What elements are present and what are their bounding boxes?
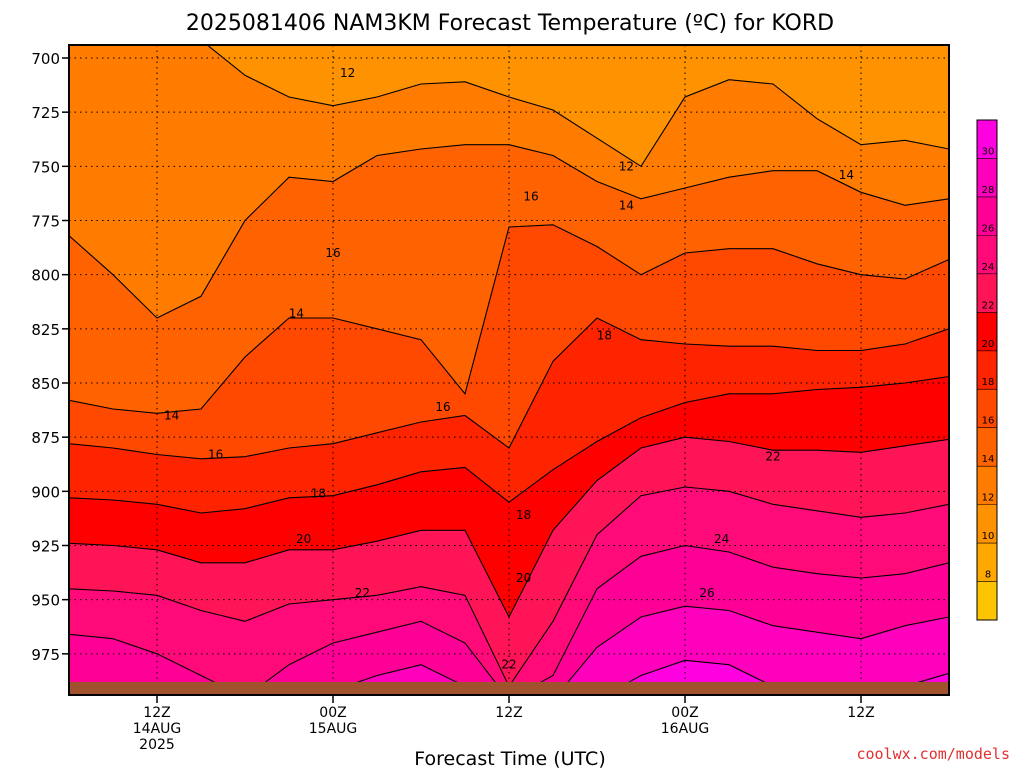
isotherm-28 bbox=[309, 605, 949, 695]
contour-label: 22 bbox=[501, 658, 516, 672]
colorbar-label: 22 bbox=[982, 300, 995, 311]
x-tick-label: 14AUG bbox=[133, 721, 182, 737]
y-tick-label: 925 bbox=[31, 538, 60, 556]
y-tick-label: 800 bbox=[31, 267, 60, 285]
y-tick-label: 875 bbox=[31, 429, 60, 447]
colorbar-swatch bbox=[977, 466, 997, 506]
contour-label: 26 bbox=[699, 586, 714, 600]
contour-label: 14 bbox=[839, 168, 854, 182]
contour-label: 14 bbox=[289, 307, 304, 321]
y-tick-label: 725 bbox=[31, 104, 60, 122]
y-tick-label: 775 bbox=[31, 213, 60, 231]
colorbar-label: 30 bbox=[982, 146, 995, 157]
colorbar-label: 8 bbox=[985, 570, 991, 581]
x-tick-label: 16AUG bbox=[661, 721, 710, 737]
y-tick-label: 750 bbox=[31, 158, 60, 176]
contour-label: 24 bbox=[714, 532, 729, 546]
colorbar-swatch bbox=[977, 581, 997, 621]
colorbar-label: 16 bbox=[982, 416, 995, 427]
contour-label: 22 bbox=[355, 586, 370, 600]
contour-label: 14 bbox=[164, 409, 179, 423]
contour-labels: 12 12 14 14 14 14 16 16 16 16 18 18 18 20 20 22 22 22 24 26 bbox=[164, 66, 854, 672]
contour-label: 20 bbox=[296, 532, 311, 546]
colorbar-swatch bbox=[977, 543, 997, 583]
colorbar-swatch bbox=[977, 235, 997, 275]
colorbar-swatch bbox=[977, 120, 997, 159]
x-tick-label: 00Z bbox=[671, 705, 698, 721]
colorbar-label: 26 bbox=[982, 223, 995, 234]
contour-label: 16 bbox=[523, 190, 538, 204]
colorbar-swatch bbox=[977, 504, 997, 544]
y-axis: 700 725 750 775 800 825 850 875 900 925 950 975 bbox=[31, 50, 69, 664]
x-tick-label: 15AUG bbox=[309, 721, 358, 737]
contour-label: 20 bbox=[516, 571, 531, 585]
x-tick-label: 2025 bbox=[139, 737, 175, 753]
ground-surface bbox=[69, 682, 949, 695]
contour-label: 12 bbox=[340, 66, 355, 80]
colorbar-swatch bbox=[977, 196, 997, 236]
grid-lines bbox=[69, 45, 949, 695]
chart-title: 2025081406 NAM3KM Forecast Temperature (… bbox=[186, 11, 834, 36]
colorbar-label: 28 bbox=[982, 185, 995, 196]
colorbar-swatch bbox=[977, 389, 997, 429]
colorbar-swatch bbox=[977, 427, 997, 467]
x-tick-label: 00Z bbox=[319, 705, 346, 721]
colorbar-legend: 8 10 12 14 16 18 20 22 24 26 28 30 bbox=[976, 119, 998, 621]
contour-label: 12 bbox=[619, 159, 634, 173]
x-tick-label: 12Z bbox=[495, 705, 522, 721]
colorbar-swatch bbox=[977, 273, 997, 313]
colorbar-label: 14 bbox=[982, 454, 995, 465]
y-tick-label: 950 bbox=[31, 592, 60, 610]
colorbar-swatch bbox=[977, 312, 997, 352]
colorbar-label: 18 bbox=[982, 377, 995, 388]
colorbar-label: 20 bbox=[982, 339, 995, 350]
colorbar-label: 10 bbox=[982, 531, 995, 542]
y-tick-label: 850 bbox=[31, 375, 60, 393]
contour-label: 16 bbox=[325, 246, 340, 260]
colorbar-swatch bbox=[977, 158, 997, 198]
contour-label: 18 bbox=[597, 328, 612, 342]
y-tick-label: 975 bbox=[31, 646, 60, 664]
contour-label: 14 bbox=[619, 198, 634, 212]
contour-label: 22 bbox=[765, 450, 780, 464]
isotherm-12 bbox=[206, 45, 949, 168]
x-axis-label: Forecast Time (UTC) bbox=[414, 748, 605, 768]
colorbar-label: 24 bbox=[982, 262, 995, 273]
credit-text: coolwx.com/models bbox=[856, 745, 1010, 763]
x-tick-label: 12Z bbox=[847, 705, 874, 721]
contour-label: 18 bbox=[311, 487, 326, 501]
y-tick-label: 700 bbox=[31, 50, 60, 68]
colorbar-swatch bbox=[977, 350, 997, 390]
colorbar-frame bbox=[976, 119, 998, 621]
y-tick-label: 825 bbox=[31, 321, 60, 339]
y-tick-label: 900 bbox=[31, 483, 60, 501]
contour-label: 16 bbox=[435, 400, 450, 414]
contour-label: 16 bbox=[208, 448, 223, 462]
colorbar-label: 12 bbox=[982, 493, 995, 504]
contour-label: 18 bbox=[516, 508, 531, 522]
x-tick-label: 12Z bbox=[143, 705, 170, 721]
